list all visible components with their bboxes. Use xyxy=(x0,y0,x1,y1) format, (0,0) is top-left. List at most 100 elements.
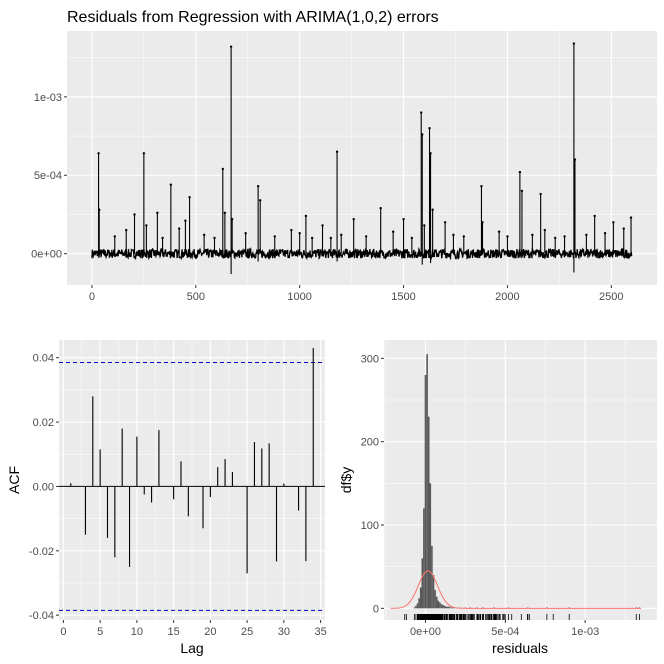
residual-spike-point xyxy=(161,236,164,240)
residual-spike-point xyxy=(520,189,524,193)
residual-spike-point xyxy=(443,221,447,224)
residual-spike-point xyxy=(629,216,633,219)
histogram-bar xyxy=(427,416,430,609)
residual-spike-point xyxy=(335,150,339,153)
residual-spike-point xyxy=(352,217,355,221)
residual-spike-point xyxy=(184,219,187,222)
residual-spike-point xyxy=(554,236,557,240)
residual-spike-point xyxy=(259,199,262,202)
time-series-x-axis: 0 500 1000 1500 2000 2500 xyxy=(89,285,624,303)
acf-x-tick-label: 0 xyxy=(60,626,66,638)
acf-chart: 0 5 10 15 20 25 30 35 -0.04 -0.02 0.00 0.02 0.04 La… xyxy=(6,340,327,656)
acf-y-axis-title: ACF xyxy=(6,466,22,494)
acf-y-tick-label: 0.00 xyxy=(33,481,54,493)
histogram-bar xyxy=(413,607,416,609)
histogram-y-tick-label: 200 xyxy=(361,437,379,449)
residuals-time-series-chart: Residuals from Regression with ARIMA(1,0… xyxy=(31,9,657,303)
residual-spike-point xyxy=(213,236,216,240)
histogram-bar xyxy=(443,605,446,609)
histogram-bar xyxy=(419,587,422,609)
histogram-bar xyxy=(450,607,452,609)
acf-x-tick-label: 25 xyxy=(241,626,253,638)
residual-spike-point xyxy=(593,214,596,218)
residual-spike-point xyxy=(364,235,368,238)
histogram-bar xyxy=(424,375,427,609)
residual-spike-point xyxy=(221,167,225,171)
histogram-bar xyxy=(451,607,454,609)
residual-spike-point xyxy=(518,170,522,174)
residual-spike-point xyxy=(244,232,247,235)
histogram-bar xyxy=(418,598,420,609)
time-series-y-tick-label: 5e-04 xyxy=(34,170,62,182)
time-series-x-tick-label: 500 xyxy=(187,291,205,303)
time-series-x-tick-label: 0 xyxy=(89,291,95,303)
acf-y-tick-label: 0.02 xyxy=(33,417,54,429)
residual-spike-point xyxy=(462,235,465,238)
time-series-y-tick-label: 0e+00 xyxy=(31,249,62,261)
residual-spike-point xyxy=(133,213,136,216)
time-series-y-axis: 0e+00 5e-04 1e-03 xyxy=(31,92,67,261)
residual-spike-point xyxy=(480,185,483,188)
acf-x-tick-label: 15 xyxy=(168,626,180,638)
histogram-bar xyxy=(445,606,448,609)
time-series-x-tick-label: 1500 xyxy=(391,291,415,303)
histogram-bar xyxy=(437,600,440,609)
histogram-bar xyxy=(442,605,444,609)
acf-x-axis-title: Lag xyxy=(180,640,203,656)
residual-rug xyxy=(404,614,640,620)
residual-spike-point xyxy=(481,221,484,224)
acf-minor-grid xyxy=(59,340,325,620)
residual-spike-point xyxy=(572,42,576,45)
time-series-minor-grid xyxy=(67,31,657,285)
histogram-x-tick-label: 1e-03 xyxy=(571,626,599,638)
chart-title: Residuals from Regression with ARIMA(1,0… xyxy=(67,9,439,26)
residual-spike-point xyxy=(612,221,615,224)
residual-spike-point xyxy=(428,127,431,130)
histogram-bar xyxy=(415,605,417,609)
normal-density-curve xyxy=(390,570,642,609)
residual-spike-point xyxy=(431,208,434,211)
histogram-bar xyxy=(435,596,438,609)
residual-spike-point xyxy=(169,183,173,186)
histogram-y-axis-title: df$y xyxy=(338,467,354,493)
residual-spike-point xyxy=(202,233,206,237)
histogram-bar xyxy=(447,606,449,609)
residual-spike-point xyxy=(421,133,424,136)
acf-x-tick-label: 20 xyxy=(204,626,216,638)
time-series-panel xyxy=(67,31,657,285)
residual-spike-point xyxy=(98,208,101,211)
residual-spike-point xyxy=(321,224,324,227)
time-series-y-tick-label: 1e-03 xyxy=(34,92,62,104)
histogram-bar xyxy=(440,604,443,609)
residual-spike-point xyxy=(230,217,234,221)
residual-spike-point xyxy=(379,206,382,210)
residual-spike-point xyxy=(622,227,625,230)
residual-spike-point xyxy=(229,45,233,48)
histogram-bar xyxy=(431,545,433,609)
residual-baseline-line xyxy=(91,246,633,261)
acf-y-axis: -0.04 -0.02 0.00 0.02 0.04 xyxy=(29,353,59,622)
histogram-x-tick-label: 5e-04 xyxy=(491,626,519,638)
residual-spike-point xyxy=(543,228,547,232)
histogram-y-tick-label: 300 xyxy=(361,353,379,365)
acf-x-tick-label: 10 xyxy=(131,626,143,638)
residual-spike-point xyxy=(145,224,148,227)
residual-spike-point xyxy=(142,152,146,155)
residual-spike-point xyxy=(563,235,566,238)
acf-major-grid xyxy=(59,340,325,620)
residual-spike-point xyxy=(329,236,333,240)
histogram-y-tick-label: 0 xyxy=(373,603,379,615)
density-line xyxy=(390,570,642,609)
histogram-bar xyxy=(429,483,432,609)
residual-spike-point xyxy=(452,233,455,237)
histogram-bar xyxy=(416,603,419,609)
time-series-x-tick-label: 1000 xyxy=(287,291,311,303)
acf-y-tick-label: -0.02 xyxy=(29,546,54,558)
residual-spike-point xyxy=(497,230,501,233)
histogram-bar xyxy=(421,558,424,609)
residual-spike-point xyxy=(402,217,405,221)
acf-x-axis: 0 5 10 15 20 25 30 35 xyxy=(60,620,327,638)
residual-spike-point xyxy=(156,211,159,215)
acf-x-tick-label: 5 xyxy=(97,626,103,638)
acf-y-tick-label: -0.04 xyxy=(29,610,54,622)
